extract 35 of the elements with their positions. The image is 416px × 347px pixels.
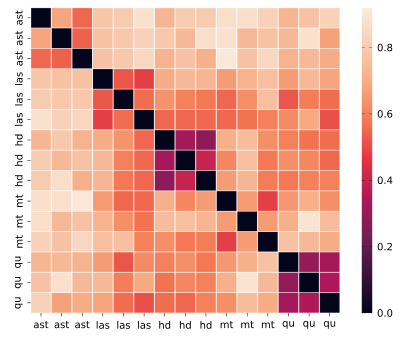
color-bar-label: 0.6	[378, 110, 392, 118]
x-tick-label: ast	[75, 321, 90, 328]
y-tick-label: qu	[14, 297, 23, 309]
x-tick-label: hd	[200, 321, 212, 329]
x-tick-label: qu	[324, 321, 336, 329]
y-tick-label: las	[14, 92, 23, 106]
color-bar-label: 0.4	[378, 176, 392, 184]
x-tick-label: las	[117, 321, 130, 329]
y-tick-label: las	[14, 113, 23, 126]
y-tick-label: las	[14, 72, 23, 86]
x-tick-label: ast	[34, 321, 48, 328]
x-tick-label: ast	[54, 321, 69, 328]
color-bar-label: 0.2	[378, 242, 392, 250]
x-tick-label: mt	[220, 321, 234, 328]
color-bar-label: 0.8	[378, 44, 392, 52]
y-tick-label: hd	[14, 175, 23, 186]
y-tick-label: qu	[14, 256, 23, 268]
x-tick-label: qu	[303, 321, 315, 329]
x-tick-label: hd	[180, 321, 191, 329]
y-tick-label: qu	[14, 277, 23, 288]
x-tick-label: mt	[262, 321, 274, 328]
y-tick-label: ast	[15, 51, 23, 66]
y-tick-label: hd	[14, 134, 23, 146]
x-tick-label: mt	[241, 321, 254, 328]
y-tick-label: ast	[15, 30, 23, 46]
x-tick-label: las	[96, 321, 110, 329]
y-tick-label: mt	[16, 235, 23, 248]
y-tick-label: mt	[16, 214, 23, 228]
x-tick-label: qu	[282, 321, 294, 329]
y-tick-label: mt	[16, 194, 23, 207]
color-bar-label: 0.0	[378, 309, 392, 317]
y-tick-label: hd	[14, 154, 23, 166]
x-tick-label: hd	[159, 321, 170, 329]
x-tick-label: las	[138, 321, 151, 329]
y-tick-label: ast	[15, 10, 23, 25]
